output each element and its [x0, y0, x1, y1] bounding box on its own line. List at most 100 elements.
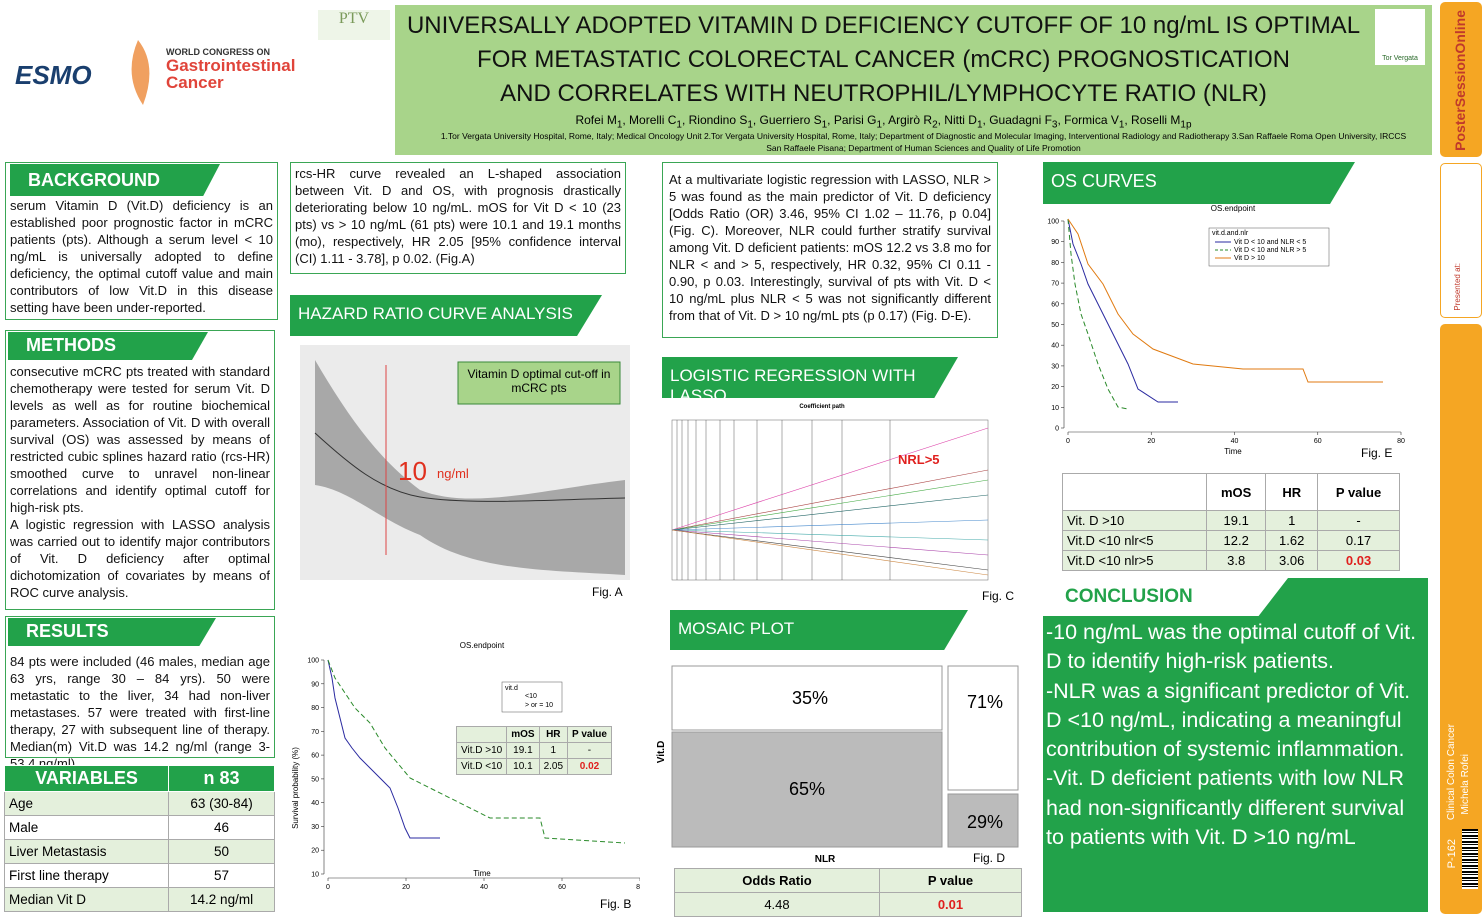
x-tick-label: 60	[558, 884, 566, 891]
header-cell: HR	[538, 726, 569, 743]
legend	[501, 681, 563, 713]
cutoff-box-text: Vitamin D optimal cut-off in mCRC pts	[467, 367, 611, 395]
fig-c: Coefficient path NRL>5 Fig. C	[671, 404, 1014, 603]
cell: 50	[168, 839, 275, 864]
header-cell: mOS	[506, 726, 540, 743]
row: Vit. D >10 19.1 1-	[1062, 510, 1400, 531]
x-label: NLR	[815, 854, 836, 865]
y-tick-label: 40	[1051, 343, 1059, 350]
y-label: Survival probability (%)	[291, 747, 300, 829]
author: Michela Rofei	[1460, 754, 1471, 815]
y-tick-label: 70	[311, 729, 319, 736]
mosaic-cell	[947, 665, 1019, 791]
cell: 14.2 ng/ml	[168, 887, 275, 912]
header-cell: mOS	[1205, 473, 1267, 511]
cell: 3.8	[1205, 550, 1267, 571]
row: Vit.D <10 nlr<5 12.2 1.62 0.17	[1062, 530, 1400, 551]
author-name: , Guerriero S	[752, 113, 822, 127]
curve-vitd-high	[1067, 218, 1383, 383]
y-tick-label: 90	[1051, 239, 1059, 246]
congress-line: Cancer	[166, 73, 224, 92]
x-tick-label: 0	[1066, 438, 1070, 445]
os-table: mOS HR P value Vit. D >10 19.1 1- Vit.D <10 nl…	[1062, 473, 1400, 571]
author-affil: 1p	[1180, 119, 1192, 131]
header-cell: Odds Ratio	[674, 868, 880, 893]
x-tick-label: 80	[636, 884, 640, 891]
fig-b: OS.endpoint Survival probability (%) Tim…	[291, 641, 640, 911]
conclusion-item: -10 ng/mL was the optimal cutoff of Vit.…	[1046, 620, 1417, 674]
x-tick-label: 20	[402, 884, 410, 891]
os-heading: OS CURVES	[1043, 162, 1355, 204]
cell: 1.62	[1265, 530, 1319, 551]
row: Median Vit D 14.2 ng/ml	[3, 887, 275, 912]
legend-entry: Vit D > 10	[1234, 255, 1265, 262]
conclusion-heading: CONCLUSION	[1043, 578, 1288, 616]
title-line: UNIVERSALLY ADOPTED VITAMIN D DEFICIENCY…	[406, 12, 1361, 39]
row: Age 63 (30-84)	[3, 791, 275, 816]
info-box: Clinical Colon Cancer Michela Rofei P-16…	[1440, 324, 1482, 914]
legend-title: vit.d.and.nlr	[1212, 230, 1249, 237]
conclusion-box: CONCLUSION -10 ng/mL was the optimal cut…	[1043, 578, 1428, 912]
legend-entry: Vit D < 10 and NLR < 5	[1234, 239, 1306, 246]
curve-high	[327, 659, 626, 844]
odds-table: Odds Ratio P value 4.48 0.01	[674, 868, 1023, 917]
fig-a: Vitamin D optimal cut-off in mCRC pts 10…	[300, 345, 630, 600]
y-tick-label: 60	[311, 753, 319, 760]
fig-label: Fig. C	[982, 589, 1014, 603]
topic: Clinical Colon Cancer	[1446, 724, 1457, 821]
multi-box: At a multivariate logistic regression wi…	[662, 162, 998, 338]
plot-title: OS.endpoint	[460, 641, 505, 650]
author-name: , Riondino S	[681, 113, 748, 127]
cell: 0.03	[1317, 550, 1400, 571]
y-label: Vit.D	[656, 741, 667, 764]
cell: 0.17	[1317, 530, 1400, 551]
rcs-text: rcs-HR curve revealed an L-shaped associ…	[295, 166, 621, 266]
y-tick-label: 50	[311, 776, 319, 783]
cell: 1	[1265, 510, 1319, 531]
header: UNIVERSALLY ADOPTED VITAMIN D DEFICIENCY…	[395, 5, 1432, 155]
cell: 3.06	[1265, 550, 1319, 571]
cell: -	[1317, 510, 1400, 531]
y-tick-label: 30	[1051, 363, 1059, 370]
mosaic-cell	[671, 665, 943, 731]
header-cell: VARIABLES	[3, 765, 170, 792]
methods-text: consecutive mCRC pts treated with standa…	[10, 364, 270, 515]
cell: 0.02	[567, 758, 612, 775]
barcode	[1462, 829, 1478, 889]
header-row: Odds Ratio P value	[674, 868, 1023, 893]
legend-entry: <10	[525, 693, 537, 700]
title: UNIVERSALLY ADOPTED VITAMIN D DEFICIENCY…	[395, 5, 1432, 111]
y-tick-label: 0	[1055, 426, 1059, 433]
cell: Vit.D <10 nlr<5	[1062, 530, 1207, 551]
legend-entry: Vit D < 10 and NLR > 5	[1234, 247, 1306, 254]
sidebar: PosterSessionOnline Presented at: Clinic…	[1438, 0, 1484, 921]
row: 4.48 0.01	[674, 892, 1023, 917]
x-tick-label: 80	[1397, 438, 1405, 445]
background-box: serum Vitamin D (Vit.D) deficiency is an…	[5, 162, 278, 320]
brand-box: PosterSessionOnline	[1440, 2, 1482, 157]
cell: Vit.D <10	[455, 758, 508, 775]
x-label: Time	[473, 869, 491, 878]
cell: 10.1	[506, 758, 540, 775]
results-heading: RESULTS	[8, 618, 216, 646]
variables-table: VARIABLES n 83 Age 63 (30-84) Male 46 Liver Me…	[3, 765, 275, 912]
cell: 19.1	[1205, 510, 1267, 531]
header-cell: P value	[1317, 473, 1400, 511]
results-text: 84 pts were included (46 males, median a…	[10, 654, 270, 771]
y-tick-label: 30	[311, 824, 319, 831]
cell: 1	[538, 742, 569, 759]
author-affil: 2	[932, 119, 938, 131]
congress-line: WORLD CONGRESS ON	[166, 47, 271, 57]
row: Vit.D >10 19.1 1-	[455, 742, 612, 759]
fig-label: Fig. E	[1361, 446, 1392, 460]
cell-label: 65%	[789, 779, 825, 799]
panel	[671, 419, 989, 581]
cell: 2.05	[538, 758, 569, 775]
x-tick-label: 20	[1147, 438, 1155, 445]
author-affil: 1	[976, 119, 983, 131]
x-tick-label: 0	[326, 884, 330, 891]
esmo-logo: ESMO	[15, 60, 92, 90]
plot-title: OS.endpoint	[1211, 204, 1256, 213]
author-name: , Parisi G	[827, 113, 877, 127]
header-row: mOS HR P value	[1062, 473, 1400, 511]
